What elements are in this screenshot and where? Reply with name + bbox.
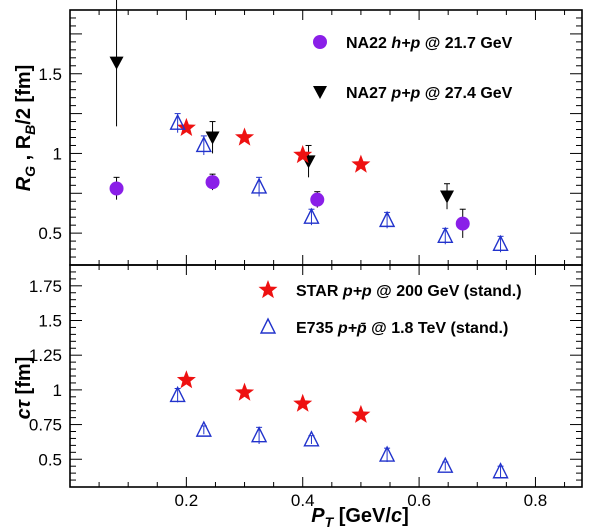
legend-label: E735 p+p̄ @ 1.8 TeV (stand.) (296, 320, 508, 337)
data-point (195, 420, 212, 437)
data-point (437, 456, 454, 473)
x-tick-label: 0.6 (407, 491, 431, 510)
series-star (176, 117, 371, 173)
y-tick-label: 0.5 (38, 224, 62, 243)
data-point (378, 210, 396, 228)
y-tick-label: 1 (53, 144, 62, 163)
xlabel-close: ] (402, 505, 409, 527)
data-point (492, 234, 509, 251)
legend-suffix: @ 21.7 GeV (425, 35, 513, 52)
data-point (440, 190, 455, 204)
legend-entry: E735 p+p̄ @ 1.8 TeV (stand.) (259, 317, 508, 337)
data-point (351, 154, 371, 173)
data-point (205, 175, 220, 190)
data-point (437, 226, 454, 244)
top-ylabel-sub2: B (22, 125, 38, 135)
top-ylabel-main: R (13, 176, 35, 191)
data-point (250, 426, 268, 443)
legend-suffix: @ 27.4 GeV (425, 85, 513, 102)
legend-prefix: NA22 (346, 35, 391, 52)
data-point (109, 181, 124, 196)
data-point (303, 207, 320, 224)
data-point (250, 177, 268, 194)
data-point (169, 385, 186, 403)
series-circle (109, 173, 470, 238)
y-tick-label: 1 (53, 381, 62, 400)
data-point (176, 370, 196, 389)
legend-reaction: h+p (391, 35, 424, 52)
legend-suffix: @ 200 GeV (stand.) (376, 283, 521, 300)
legend-marker (313, 86, 327, 99)
data-point (169, 113, 186, 130)
series-triangle-down (109, 0, 455, 210)
legend-suffix: @ 1.8 TeV (stand.) (371, 320, 508, 337)
legend-entry: STAR p+p @ 200 GeV (stand.) (258, 280, 522, 300)
xlabel-sub: T (325, 514, 335, 530)
bottom-y-axis-label: cτ [fm] (13, 357, 35, 420)
y-tick-label: 1.25 (29, 346, 62, 365)
data-point (303, 430, 320, 447)
legend-prefix: E735 (296, 320, 338, 337)
legend-label: NA27 p+p @ 27.4 GeV (346, 85, 513, 102)
x-tick-label: 0.8 (524, 491, 548, 510)
top-ylabel-mid: , R (13, 134, 35, 166)
legend-entry: NA27 p+p @ 27.4 GeV (313, 85, 513, 102)
legend-marker (313, 35, 327, 49)
data-point (455, 216, 470, 231)
data-point (235, 127, 255, 146)
xlabel-tail: [GeV/ (333, 505, 391, 527)
y-tick-label: 1.5 (38, 312, 62, 331)
data-point (109, 56, 124, 70)
x-axis-label: PT [GeV/c] (311, 505, 409, 530)
legend-prefix: NA27 (346, 85, 391, 102)
series-triangle-up-open (169, 113, 509, 253)
data-point (293, 145, 313, 164)
legend-marker (258, 280, 278, 299)
data-point (235, 382, 255, 401)
bottom-panel: 0.5 0.75 1 1.25 1.5 1.75 0.2 0.4 0.6 0.8 STAR p+p … (29, 264, 583, 510)
top-panel: 0.5 1 1.5 NA22 h+p @ 21.7 GeV NA27 p+p @ 27.… (38, 0, 583, 266)
data-point (310, 192, 325, 207)
x-tick-label: 0.2 (175, 491, 199, 510)
y-tick-label: 0.75 (29, 416, 62, 435)
top-y-axis-label: RG , RB/2 [fm] (13, 65, 38, 192)
data-point (351, 404, 371, 423)
legend-marker (259, 317, 277, 334)
bottom-ylabel-ital: cτ (13, 398, 35, 419)
bottom-ylabel-tail: [fm] (13, 357, 35, 400)
top-ylabel-tail: /2 [fm] (13, 65, 35, 125)
x-tick-label: 0.4 (291, 491, 315, 510)
legend-reaction: p+p (342, 283, 376, 300)
data-point (293, 393, 313, 412)
y-tick-label: 0.5 (38, 450, 62, 469)
y-tick-label: 1.75 (29, 277, 62, 296)
legend-entry: NA22 h+p @ 21.7 GeV (313, 35, 513, 52)
xlabel-main: P (311, 505, 325, 527)
legend-reaction: p+p̄ (337, 320, 371, 337)
y-tick-label: 1.5 (38, 65, 62, 84)
series-star (176, 370, 371, 423)
legend-reaction: p+p (390, 85, 424, 102)
data-point (378, 445, 396, 462)
data-point (492, 462, 509, 479)
data-point (205, 131, 220, 145)
legend-label: STAR p+p @ 200 GeV (stand.) (296, 283, 522, 300)
xlabel-ital: c (391, 505, 402, 527)
legend-label: NA22 h+p @ 21.7 GeV (346, 35, 513, 52)
legend-prefix: STAR (296, 283, 343, 300)
series-triangle-up-open (169, 385, 509, 479)
data-point (195, 135, 212, 153)
top-ylabel-sub1: G (22, 166, 38, 177)
data-point (176, 117, 196, 136)
